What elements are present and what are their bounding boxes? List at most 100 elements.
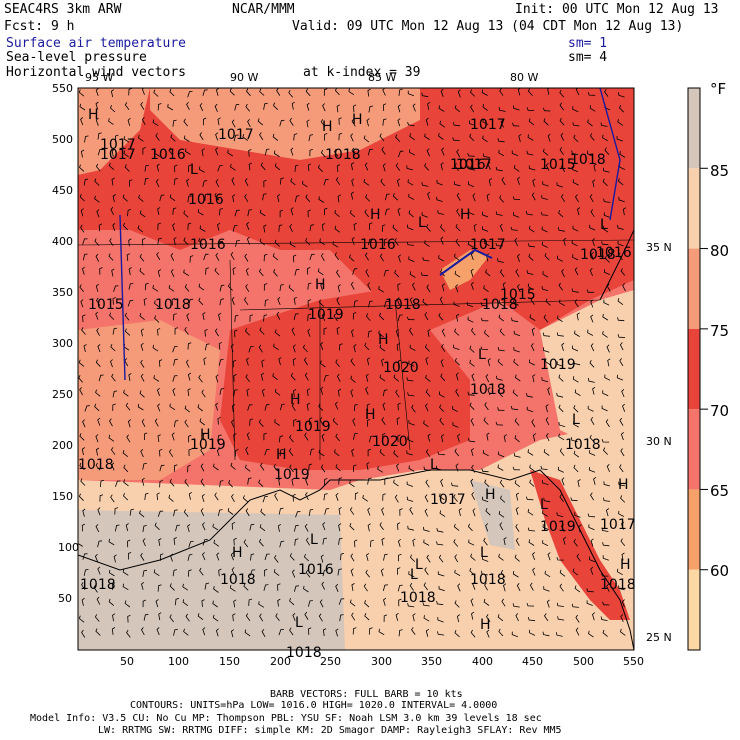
isobar-label: 1018 xyxy=(155,297,191,313)
wind-barb xyxy=(288,284,295,292)
wind-barb xyxy=(215,628,219,637)
wind-barb xyxy=(111,582,116,590)
wind-barb xyxy=(259,327,265,335)
wind-barb xyxy=(277,297,281,306)
isobar-label: 1019 xyxy=(540,357,576,373)
wind-barb xyxy=(80,149,85,158)
wind-barb xyxy=(587,119,593,127)
wind-barb xyxy=(109,312,115,320)
wind-barb xyxy=(127,539,131,548)
wind-barb xyxy=(528,118,535,126)
wind-barb xyxy=(456,192,461,201)
wind-barb xyxy=(441,147,445,156)
wind-barb xyxy=(382,432,386,441)
wind-barb xyxy=(411,627,416,635)
wind-barb xyxy=(587,92,596,96)
wind-barb xyxy=(616,136,623,142)
wind-barb xyxy=(440,359,444,368)
wind-barb xyxy=(529,479,535,487)
region-85-plus-west-gulf xyxy=(78,510,345,650)
wind-barb xyxy=(406,481,414,487)
wind-barb xyxy=(94,195,100,203)
wind-barb xyxy=(353,222,357,231)
wind-barb xyxy=(82,253,88,261)
field-pressure: Sea-level pressure xyxy=(6,50,147,65)
wind-barb xyxy=(604,255,610,263)
wind-barb xyxy=(457,89,461,98)
wind-barb xyxy=(98,374,104,382)
y-tick: 550 xyxy=(52,82,73,95)
field-temperature-smooth: sm= 1 xyxy=(568,36,608,51)
wind-barb xyxy=(572,568,579,576)
wind-barb xyxy=(495,211,503,216)
wind-barb xyxy=(365,194,371,202)
wind-barb xyxy=(424,163,429,171)
wind-barb xyxy=(616,374,624,381)
wind-barb xyxy=(406,241,415,246)
wind-barb xyxy=(205,267,210,275)
wind-barb xyxy=(471,492,476,500)
wind-barb xyxy=(219,208,224,216)
wind-barb xyxy=(110,206,114,215)
wind-barb xyxy=(294,538,299,546)
wind-barb xyxy=(169,88,175,97)
wind-barb xyxy=(407,224,414,231)
wind-barb xyxy=(512,603,520,608)
wind-barb xyxy=(202,312,206,320)
wind-barb xyxy=(497,407,505,411)
isobar-label: 1015 xyxy=(500,287,536,303)
wind-barb xyxy=(558,433,565,441)
wind-barb xyxy=(188,491,193,500)
wind-barb xyxy=(202,522,206,531)
wind-barb xyxy=(573,538,578,547)
wind-barb xyxy=(423,420,429,428)
wind-barb xyxy=(115,524,120,532)
wind-barb xyxy=(515,269,520,278)
wind-barb xyxy=(574,585,581,593)
wind-barb xyxy=(467,316,474,323)
wind-barb xyxy=(528,165,536,171)
wind-barb xyxy=(367,507,371,516)
wind-barb xyxy=(188,434,192,443)
wind-barb xyxy=(544,570,551,578)
wind-barb xyxy=(335,359,340,368)
wind-barb xyxy=(156,627,160,636)
wind-barb xyxy=(455,224,461,232)
wind-barb xyxy=(321,223,326,231)
wind-barb xyxy=(589,434,595,443)
x-tick: 50 xyxy=(120,655,134,668)
wind-barb xyxy=(470,598,474,607)
wind-barb xyxy=(601,241,609,246)
wind-barb xyxy=(571,240,578,247)
wind-barb xyxy=(82,508,86,517)
wind-barb xyxy=(398,254,402,263)
wind-barb xyxy=(500,119,504,128)
wind-barb xyxy=(363,179,370,186)
isobar-label: 1016 xyxy=(190,237,226,253)
wind-barb xyxy=(573,421,579,428)
wind-barbs xyxy=(78,88,627,638)
wind-barb xyxy=(187,195,192,203)
wind-barb xyxy=(232,225,238,232)
wind-barb xyxy=(620,495,626,503)
wind-barb xyxy=(483,598,490,606)
wind-barb xyxy=(425,117,429,126)
wind-barb xyxy=(618,92,625,98)
wind-barb xyxy=(264,568,268,577)
wind-barb xyxy=(528,359,535,366)
wind-barb xyxy=(185,359,190,368)
wind-barb xyxy=(235,449,239,457)
wind-barb xyxy=(173,237,177,246)
wind-barb xyxy=(574,299,579,308)
wind-barb xyxy=(454,554,459,563)
wind-barb xyxy=(304,523,309,532)
high-pressure-mark: H xyxy=(618,477,629,493)
wind-barb xyxy=(137,225,143,233)
wind-barb xyxy=(517,253,520,262)
wind-barb xyxy=(561,269,565,278)
wind-barb xyxy=(422,257,430,262)
wind-barb xyxy=(305,492,309,501)
wind-barb xyxy=(453,494,458,502)
wind-barb xyxy=(560,132,565,141)
wind-barb xyxy=(573,360,581,366)
